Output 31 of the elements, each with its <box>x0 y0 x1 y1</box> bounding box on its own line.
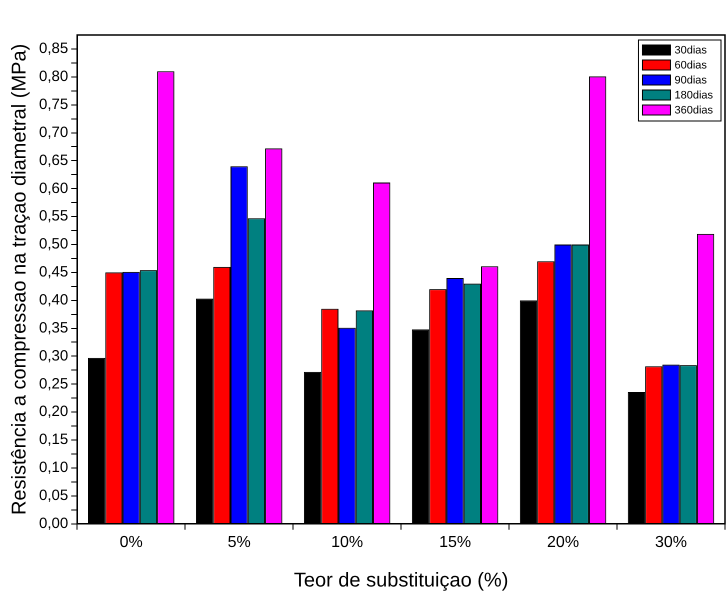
y-tick-label: 0,70 <box>38 124 68 141</box>
y-tick-label: 0,30 <box>38 347 68 364</box>
y-tick-label: 0,50 <box>38 236 68 253</box>
y-tick-label: 0,20 <box>38 403 68 420</box>
legend-label: 30dias <box>674 44 708 57</box>
y-tick-label: 0,75 <box>38 96 68 113</box>
legend-label: 60dias <box>674 60 708 72</box>
x-tick-label: 5% <box>228 534 251 551</box>
x-tick-label: 10% <box>331 534 364 551</box>
y-tick-label: 0,45 <box>38 264 68 281</box>
legend-label: 180dias <box>674 90 714 102</box>
y-tick-label: 0,05 <box>38 487 68 504</box>
x-tick-label: 20% <box>547 534 580 551</box>
legend-label: 90dias <box>674 74 708 87</box>
x-tick-label: 30% <box>655 534 688 551</box>
legend-label: 360dias <box>674 104 714 117</box>
x-tick-label: 15% <box>439 534 472 551</box>
y-tick-label: 0,15 <box>38 431 68 448</box>
y-tick-label: 0,00 <box>38 514 68 532</box>
y-axis-title: Resistência a compressao na traçao diametral (MPa) <box>8 44 31 516</box>
x-tick-label: 0% <box>120 534 143 551</box>
y-tick-label: 0,65 <box>38 152 68 169</box>
y-tick-label: 0,40 <box>38 291 68 308</box>
y-tick-label: 0,85 <box>38 40 68 58</box>
x-axis-title: Teor de substituiçao (%) <box>294 570 508 592</box>
y-tick-label: 0,35 <box>38 319 68 336</box>
y-tick-label: 0,10 <box>38 459 68 476</box>
y-tick-label: 0,25 <box>38 375 68 392</box>
y-tick-label: 0,60 <box>38 180 68 197</box>
y-tick-label: 0,55 <box>38 208 68 225</box>
y-tick-label: 0,80 <box>38 68 68 86</box>
